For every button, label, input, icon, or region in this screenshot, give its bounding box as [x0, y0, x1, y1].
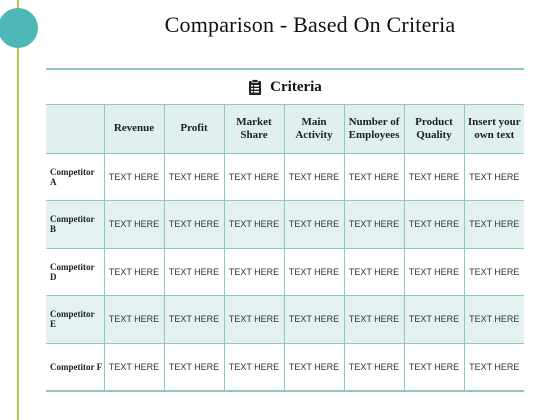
table-cell: TEXT HERE	[344, 343, 405, 392]
column-header-product-quality: Product Quality	[404, 105, 465, 154]
table-cell: TEXT HERE	[224, 153, 285, 201]
table-cell: TEXT HERE	[164, 200, 225, 249]
table-cell: TEXT HERE	[464, 295, 524, 344]
table-cell: TEXT HERE	[404, 295, 465, 344]
table-row: Competitor A TEXT HERE TEXT HERE TEXT HE…	[46, 153, 524, 201]
table-cell: TEXT HERE	[464, 343, 524, 392]
row-label: Competitor E	[46, 295, 105, 344]
table-cell: TEXT HERE	[344, 248, 405, 296]
comparison-table: Criteria Revenue Profit Market Share Mai…	[46, 68, 524, 392]
row-label: Competitor D	[46, 248, 105, 296]
column-header-number-of-employees: Number of Employees	[344, 105, 405, 154]
criteria-header: Criteria	[46, 68, 524, 105]
criteria-table: Revenue Profit Market Share Main Activit…	[46, 105, 524, 392]
column-header-main-activity: Main Activity	[284, 105, 345, 154]
table-cell: TEXT HERE	[284, 295, 345, 344]
table-cell: TEXT HERE	[344, 200, 405, 249]
table-cell: TEXT HERE	[464, 153, 524, 201]
table-cell: TEXT HERE	[404, 248, 465, 296]
table-cell: TEXT HERE	[404, 200, 465, 249]
slide-title: Comparison - Based On Criteria	[164, 12, 456, 37]
table-cell: TEXT HERE	[464, 200, 524, 249]
table-cell: TEXT HERE	[404, 343, 465, 392]
header-corner	[46, 105, 105, 154]
table-cell: TEXT HERE	[164, 295, 225, 344]
table-cell: TEXT HERE	[104, 200, 165, 249]
column-header-revenue: Revenue	[104, 105, 165, 154]
table-cell: TEXT HERE	[404, 153, 465, 201]
column-header-market-share: Market Share	[224, 105, 285, 154]
table-cell: TEXT HERE	[284, 200, 345, 249]
table-row: Competitor F TEXT HERE TEXT HERE TEXT HE…	[46, 343, 524, 392]
column-header-profit: Profit	[164, 105, 225, 154]
table-cell: TEXT HERE	[224, 343, 285, 392]
table-row: Competitor B TEXT HERE TEXT HERE TEXT HE…	[46, 200, 524, 249]
table-cell: TEXT HERE	[224, 248, 285, 296]
table-cell: TEXT HERE	[284, 248, 345, 296]
table-cell: TEXT HERE	[104, 248, 165, 296]
table-cell: TEXT HERE	[224, 295, 285, 344]
table-cell: TEXT HERE	[224, 200, 285, 249]
clipboard-icon	[249, 79, 262, 95]
table-cell: TEXT HERE	[164, 343, 225, 392]
row-label: Competitor A	[46, 153, 105, 201]
decorative-circle	[0, 8, 38, 48]
decorative-vertical-line	[17, 0, 19, 420]
table-cell: TEXT HERE	[344, 153, 405, 201]
table-cell: TEXT HERE	[104, 295, 165, 344]
header-row: Revenue Profit Market Share Main Activit…	[46, 105, 524, 154]
table-cell: TEXT HERE	[164, 153, 225, 201]
table-row: Competitor D TEXT HERE TEXT HERE TEXT HE…	[46, 248, 524, 296]
table-cell: TEXT HERE	[284, 343, 345, 392]
table-cell: TEXT HERE	[164, 248, 225, 296]
row-label: Competitor B	[46, 200, 105, 249]
row-label: Competitor F	[46, 343, 105, 392]
table-cell: TEXT HERE	[284, 153, 345, 201]
table-cell: TEXT HERE	[344, 295, 405, 344]
column-header-custom-text: Insert your own text	[464, 105, 524, 154]
table-cell: TEXT HERE	[104, 153, 165, 201]
criteria-label: Criteria	[270, 78, 322, 95]
table-row: Competitor E TEXT HERE TEXT HERE TEXT HE…	[46, 295, 524, 344]
table-cell: TEXT HERE	[464, 248, 524, 296]
table-cell: TEXT HERE	[104, 343, 165, 392]
